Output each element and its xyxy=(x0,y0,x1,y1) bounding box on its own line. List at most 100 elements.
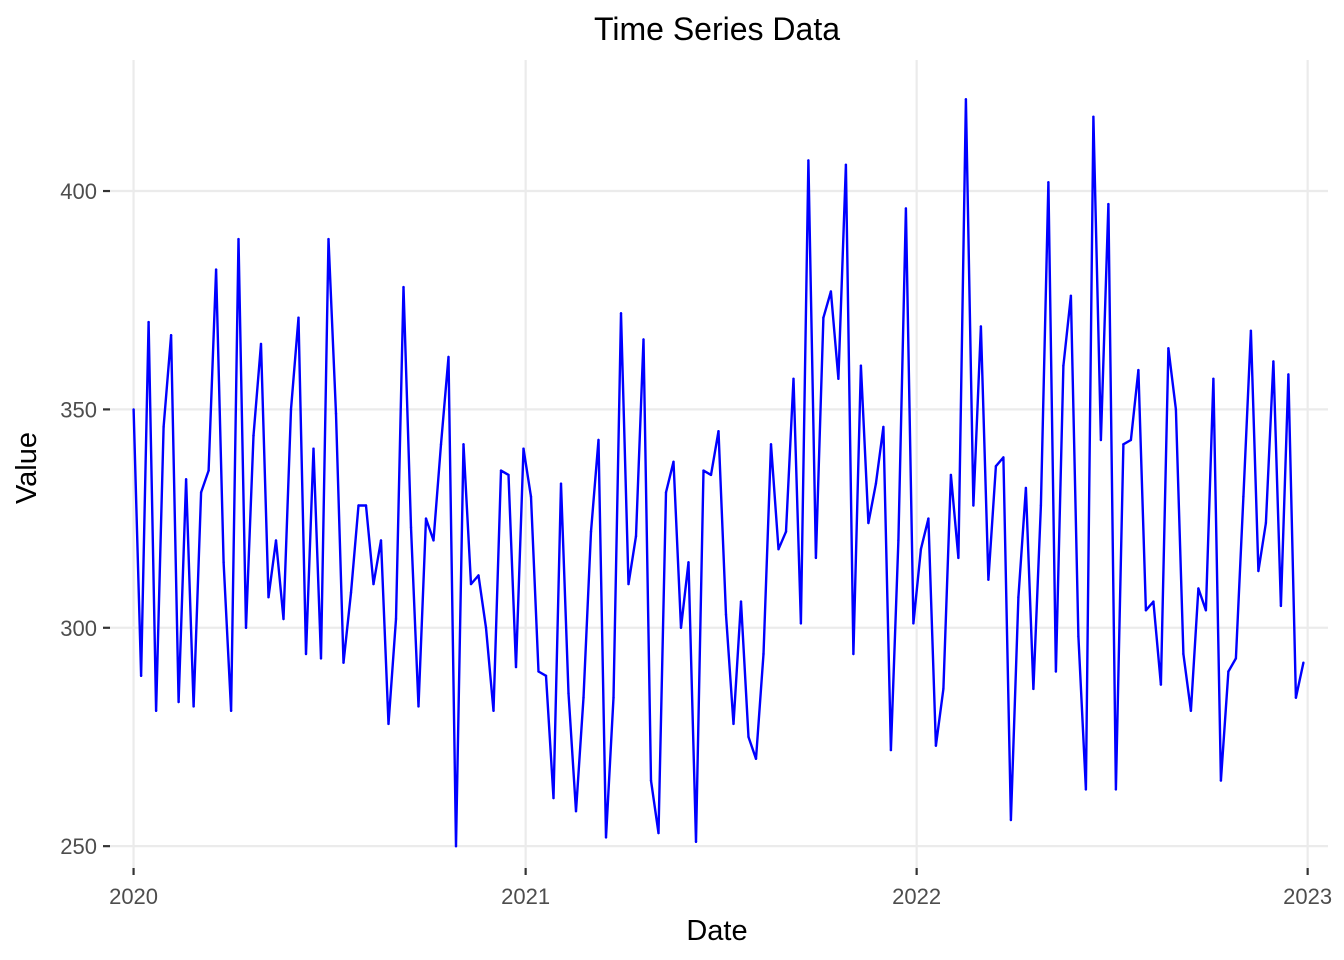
y-tick-label: 300 xyxy=(60,616,97,641)
data-point xyxy=(162,425,165,429)
data-point xyxy=(1144,609,1148,612)
data-point xyxy=(574,810,578,813)
data-point xyxy=(349,591,353,594)
data-point xyxy=(1204,609,1208,612)
data-point xyxy=(867,521,870,525)
data-point xyxy=(469,582,473,586)
data-point xyxy=(274,539,278,542)
data-point xyxy=(612,696,615,699)
data-point xyxy=(664,491,668,494)
x-axis-title: Date xyxy=(686,915,747,947)
data-point xyxy=(762,652,765,656)
data-point xyxy=(1249,329,1253,332)
data-point xyxy=(1212,377,1215,380)
data-point xyxy=(439,443,443,446)
data-point xyxy=(837,377,840,380)
data-point xyxy=(379,539,383,542)
data-point xyxy=(1017,596,1020,599)
data-point xyxy=(597,438,600,442)
data-point xyxy=(1084,788,1088,791)
data-point xyxy=(417,705,420,708)
data-point xyxy=(709,473,713,477)
data-point xyxy=(552,796,555,800)
data-point xyxy=(1272,360,1275,363)
data-point xyxy=(364,504,368,507)
data-point xyxy=(237,237,240,241)
chart-title: Time Series Data xyxy=(594,11,840,47)
data-point xyxy=(642,338,645,341)
data-point xyxy=(889,748,893,752)
data-point xyxy=(897,539,900,542)
data-point xyxy=(934,744,938,747)
data-point xyxy=(537,670,540,673)
data-point xyxy=(777,548,780,551)
data-point xyxy=(259,342,263,346)
data-point xyxy=(619,312,623,315)
data-point xyxy=(492,709,495,712)
data-point xyxy=(357,504,360,507)
data-point xyxy=(1039,504,1043,507)
data-point xyxy=(589,530,593,533)
data-point xyxy=(1122,443,1125,446)
data-point xyxy=(747,735,750,739)
data-point xyxy=(994,465,998,468)
data-point xyxy=(312,447,315,450)
data-point xyxy=(387,722,390,726)
data-point xyxy=(559,482,563,485)
data-point xyxy=(454,845,458,848)
data-point xyxy=(252,434,255,437)
data-point xyxy=(634,534,638,538)
data-point xyxy=(679,626,683,629)
y-tick-label: 250 xyxy=(60,834,97,859)
data-point xyxy=(1069,294,1073,297)
data-point xyxy=(919,548,923,551)
data-point xyxy=(822,316,825,319)
data-point xyxy=(987,578,990,581)
data-point xyxy=(289,408,293,411)
data-point xyxy=(522,447,525,450)
data-point xyxy=(409,526,413,529)
data-point xyxy=(192,705,195,708)
data-point xyxy=(1257,569,1260,573)
data-point xyxy=(244,626,248,629)
data-point xyxy=(424,517,428,520)
x-axis: 2020 2021 2022 2023 xyxy=(109,868,1332,909)
data-point xyxy=(1077,635,1080,638)
data-point xyxy=(1054,670,1058,673)
data-point xyxy=(214,268,218,271)
data-point xyxy=(687,561,690,564)
data-point xyxy=(972,504,975,507)
data-point xyxy=(222,561,225,564)
data-point xyxy=(702,469,705,472)
data-point xyxy=(372,582,375,586)
data-point xyxy=(964,98,968,101)
data-point xyxy=(199,491,203,494)
y-tick-label: 400 xyxy=(60,179,97,204)
data-point xyxy=(499,469,503,472)
data-point xyxy=(799,622,803,625)
data-point xyxy=(882,425,885,429)
data-point xyxy=(732,722,735,726)
data-point xyxy=(649,779,653,782)
x-tick-label: 2020 xyxy=(109,884,158,909)
data-point xyxy=(139,674,143,677)
data-point xyxy=(1234,657,1238,660)
data-point xyxy=(694,840,698,843)
data-point xyxy=(874,482,878,485)
data-point xyxy=(334,412,338,415)
x-tick-label: 2023 xyxy=(1283,884,1332,909)
data-point xyxy=(1107,202,1110,206)
data-point xyxy=(912,622,915,625)
data-point xyxy=(484,626,488,629)
data-point xyxy=(724,613,728,616)
data-point xyxy=(147,320,150,324)
data-point xyxy=(1129,438,1133,442)
data-point xyxy=(1159,683,1163,686)
data-point xyxy=(807,159,810,162)
data-point xyxy=(604,836,608,839)
data-point xyxy=(754,757,758,760)
data-point xyxy=(267,596,270,599)
data-point xyxy=(1287,373,1290,376)
data-point xyxy=(177,700,180,704)
